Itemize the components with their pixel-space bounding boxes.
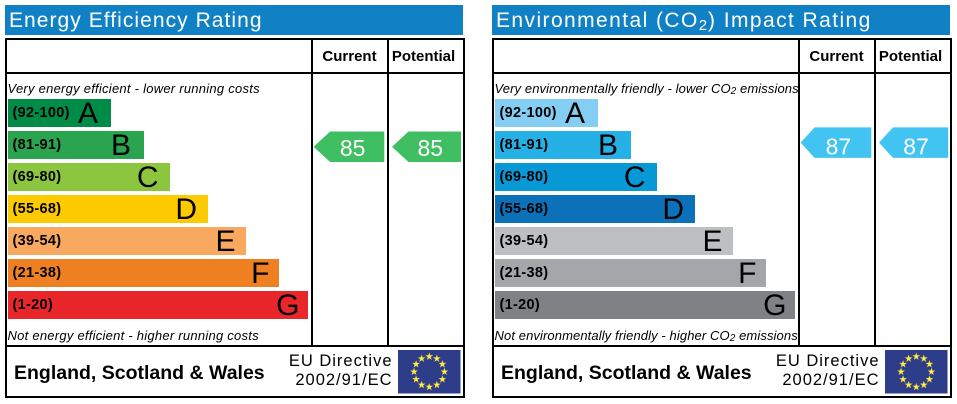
svg-text:87: 87 [903,133,929,159]
svg-text:85: 85 [417,135,443,161]
svg-text:87: 87 [826,133,852,159]
svg-text:85: 85 [340,135,366,161]
